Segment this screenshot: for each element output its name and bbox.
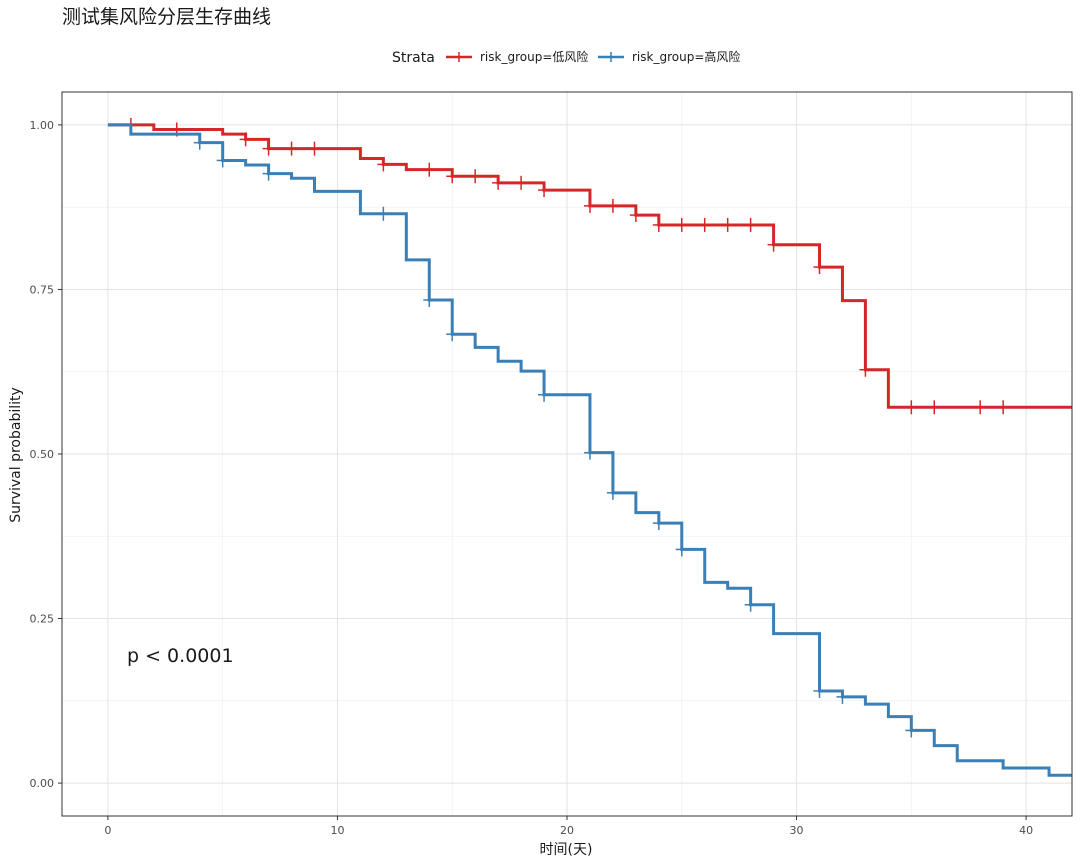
y-tick-label: 0.00 <box>30 777 55 790</box>
legend-title: Strata <box>392 50 435 66</box>
legend-label-low-risk: risk_group=低风险 <box>480 49 588 64</box>
p-value-annotation: p < 0.0001 <box>127 645 234 667</box>
y-axis-label: Survival probability <box>8 387 24 523</box>
survival-curve-high-risk <box>107 123 1072 777</box>
x-tick-label: 30 <box>790 824 804 837</box>
y-tick-label: 0.50 <box>30 448 55 461</box>
legend-item-low-risk: risk_group=低风险 <box>446 49 588 64</box>
x-tick-label: 10 <box>330 824 344 837</box>
y-tick-label: 1.00 <box>30 119 55 132</box>
x-tick-label: 20 <box>560 824 574 837</box>
series-layer <box>107 117 1072 777</box>
x-axis-tick-labels: 0 10 20 30 40 <box>104 824 1033 837</box>
legend-item-high-risk: risk_group=高风险 <box>598 49 740 64</box>
legend: Strata risk_group=低风险 risk_group=高风险 <box>392 49 740 66</box>
grid-major <box>62 92 1072 816</box>
x-tick-label: 40 <box>1019 824 1033 837</box>
x-axis-label: 时间(天) <box>540 842 593 858</box>
y-tick-label: 0.25 <box>30 613 55 626</box>
y-axis-tick-labels: 0.00 0.25 0.50 0.75 1.00 <box>30 119 55 790</box>
y-tick-label: 0.75 <box>30 283 55 296</box>
legend-label-high-risk: risk_group=高风险 <box>632 49 740 64</box>
chart-title: 测试集风险分层生存曲线 <box>62 6 271 28</box>
axis-ticks <box>58 124 1027 820</box>
survival-curve-low-risk <box>107 123 1072 409</box>
x-tick-label: 0 <box>104 824 111 837</box>
